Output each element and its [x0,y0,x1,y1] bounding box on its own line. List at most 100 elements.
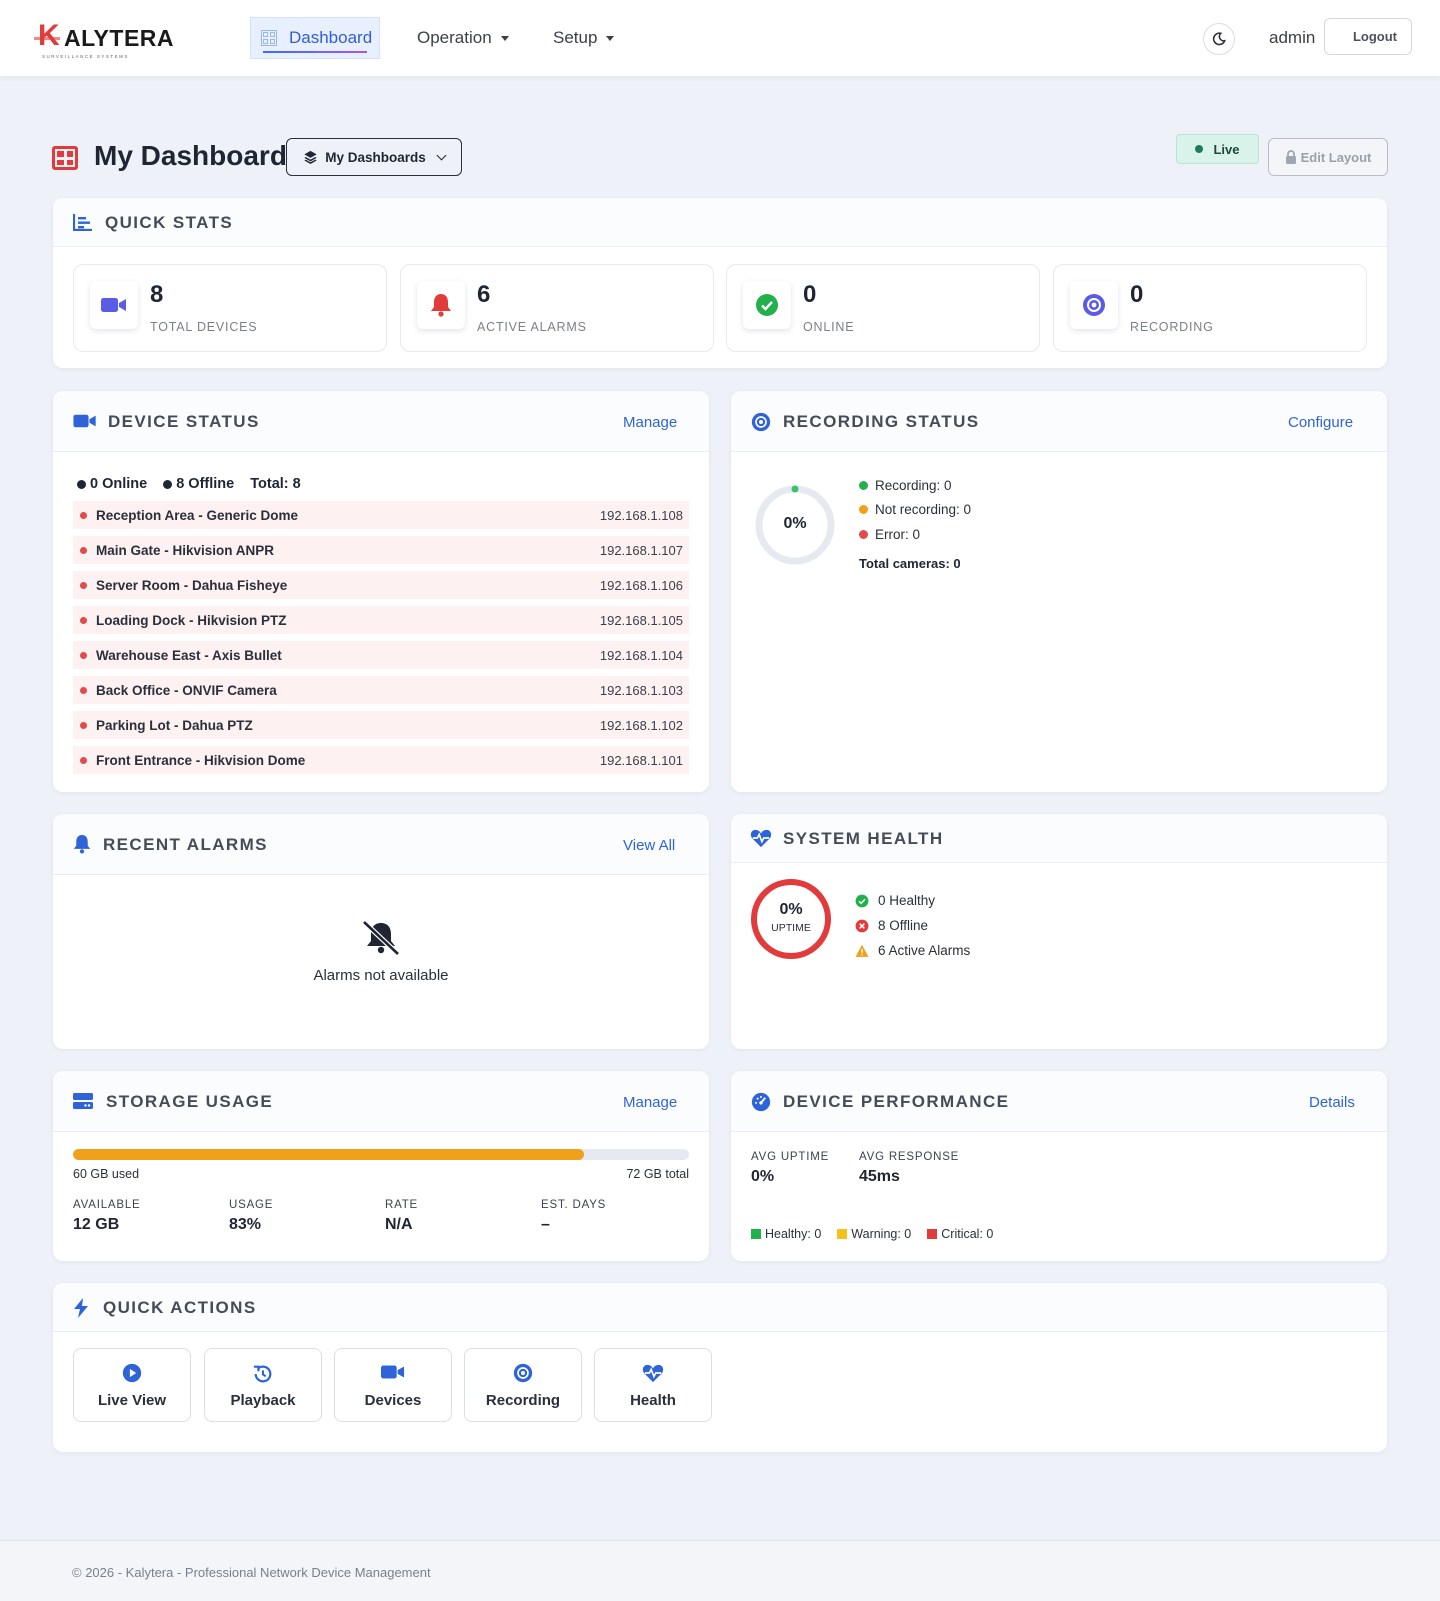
performance-details-link[interactable]: Details [1309,1094,1355,1111]
logo-tagline: SURVEILLANCE SYSTEMS [42,54,129,59]
device-status-summary: 0 Online 8 Offline Total: 8 [77,476,317,492]
device-performance-header: DEVICE PERFORMANCE Details [731,1071,1387,1132]
performance-legend: Healthy: 0 Warning: 0 Critical: 0 [751,1227,993,1241]
heart-pulse-icon [750,829,772,848]
nav-operation[interactable]: Operation [417,17,509,59]
avg-uptime-label: AVG UPTIME [751,1151,830,1163]
storage-progress-bar [73,1149,689,1160]
stat-icon-box [90,281,138,329]
stat-label: TOTAL DEVICES [150,320,258,334]
manage-devices-link[interactable]: Manage [623,414,678,431]
device-ip: 192.168.1.107 [599,542,683,558]
system-health-card: SYSTEM HEALTH 0% UPTIME 0 Healthy 8 Offl… [731,814,1387,1049]
lightning-icon [74,1298,88,1318]
device-row[interactable]: Front Entrance - Hikvision Dome 192.168.1… [73,746,689,774]
recent-alarms-title: RECENT ALARMS [103,835,268,854]
check-circle-icon [756,294,778,316]
stat-online[interactable]: 0 ONLINE [726,264,1040,352]
record-icon [751,412,771,432]
device-row[interactable]: Main Gate - Hikvision ANPR 192.168.1.107 [73,536,689,564]
my-dashboards-dropdown[interactable]: My Dashboards [286,138,462,176]
quick-actions-card: QUICK ACTIONS Live View Playback Devices… [53,1283,1387,1452]
caret-down-icon [500,35,509,41]
device-status-card: DEVICE STATUS Manage 0 Online 8 Offline … [53,391,709,792]
my-dashboards-label: My Dashboards [325,149,426,165]
stat-active-alarms[interactable]: 6 ACTIVE ALARMS [400,264,714,352]
quick-stats-card: QUICK STATS 8 TOTAL DEVICES 6 ACTIVE ALA… [53,198,1387,368]
video-camera-icon [381,1365,405,1379]
logo-text: ALYTERA [64,25,174,51]
bell-icon [431,294,451,317]
device-performance-title: DEVICE PERFORMANCE [783,1092,1010,1111]
recording-status-header: RECORDING STATUS Configure [731,391,1387,452]
device-row[interactable]: Warehouse East - Axis Bullet 192.168.1.10… [73,641,689,669]
user-name[interactable]: admin [1269,28,1316,47]
storage-stat-value: – [541,1216,550,1233]
footer-copyright: © 2026 - Kalytera - Professional Network… [72,1565,431,1580]
device-row[interactable]: Server Room - Dahua Fisheye 192.168.1.106 [73,571,689,599]
offline-dot-icon [80,511,87,519]
bar-chart-icon [73,214,92,231]
device-row[interactable]: Parking Lot - Dahua PTZ 192.168.1.102 [73,711,689,739]
nav-setup[interactable]: Setup [553,17,615,59]
health-offline: 8 Offline [855,918,928,933]
quick-action-playback[interactable]: Playback [204,1348,322,1422]
edit-layout-button[interactable]: Edit Layout [1268,138,1388,176]
legend-critical: Critical: 0 [941,1227,994,1241]
device-row[interactable]: Back Office - ONVIF Camera 192.168.1.103 [73,676,689,704]
offline-dot-icon [80,721,87,729]
lock-icon [1285,150,1296,164]
device-row[interactable]: Loading Dock - Hikvision PTZ 192.168.1.10… [73,606,689,634]
system-health-title: SYSTEM HEALTH [783,829,944,848]
caret-down-icon [606,35,615,41]
configure-recording-link[interactable]: Configure [1288,414,1354,431]
stat-total-devices[interactable]: 8 TOTAL DEVICES [73,264,387,352]
navbar: K ALYTERA SURVEILLANCE SYSTEMS Dashboard… [0,0,1440,76]
quick-action-recording[interactable]: Recording [464,1348,582,1422]
logo-letter: K [38,19,60,52]
quick-action-devices[interactable]: Devices [334,1348,452,1422]
device-row[interactable]: Reception Area - Generic Dome 192.168.1.1… [73,501,689,529]
recording-status-card: RECORDING STATUS Configure 0% Recording:… [731,391,1387,792]
device-ip: 192.168.1.106 [599,577,683,593]
device-ip: 192.168.1.108 [599,507,683,523]
stat-label: ONLINE [803,320,855,334]
quick-action-health[interactable]: Health [594,1348,712,1422]
hard-drive-icon [73,1093,93,1109]
brand-logo[interactable]: K ALYTERA SURVEILLANCE SYSTEMS [30,16,180,62]
nav-dashboard[interactable]: Dashboard [250,17,380,59]
device-ip: 192.168.1.104 [599,647,683,663]
chevron-down-icon [436,150,447,160]
recent-alarms-card: RECENT ALARMS View All Alarms not availa… [53,814,709,1049]
storage-stat-value: 12 GB [73,1216,120,1233]
history-icon [253,1365,272,1383]
quick-action-label: Live View [97,1392,167,1409]
legend-error: Error: 0 [859,527,920,542]
stat-value: 0 [1130,281,1144,308]
stat-label: ACTIVE ALARMS [477,320,587,334]
legend-warning: Warning: 0 [851,1227,912,1241]
storage-usage-title: STORAGE USAGE [106,1092,274,1111]
alarms-empty-message: Alarms not available [313,967,449,984]
stat-recording[interactable]: 0 RECORDING [1053,264,1367,352]
storage-stat-label: EST. DAYS [541,1199,607,1211]
total-count: Total: 8 [250,476,301,492]
moon-icon [1212,32,1226,46]
total-cameras: Total cameras: 0 [859,556,961,571]
online-count: 0 Online [77,476,147,492]
storage-stat-label: AVAILABLE [73,1199,141,1211]
view-all-alarms-link[interactable]: View All [623,837,676,854]
healthy-swatch [751,1229,761,1239]
quick-action-live-view[interactable]: Live View [73,1348,191,1422]
device-name: Parking Lot - Dahua PTZ [96,717,253,733]
device-ip: 192.168.1.102 [599,717,683,733]
logout-button[interactable]: Logout [1324,18,1412,55]
manage-storage-link[interactable]: Manage [623,1094,678,1111]
offline-dot-icon [80,546,87,554]
warning-swatch [837,1229,848,1239]
recent-alarms-header: RECENT ALARMS View All [53,814,709,875]
offline-dot-icon [80,651,87,659]
live-label: Live [1213,141,1240,157]
recording-status-title: RECORDING STATUS [783,412,980,431]
theme-toggle-button[interactable] [1203,23,1235,55]
